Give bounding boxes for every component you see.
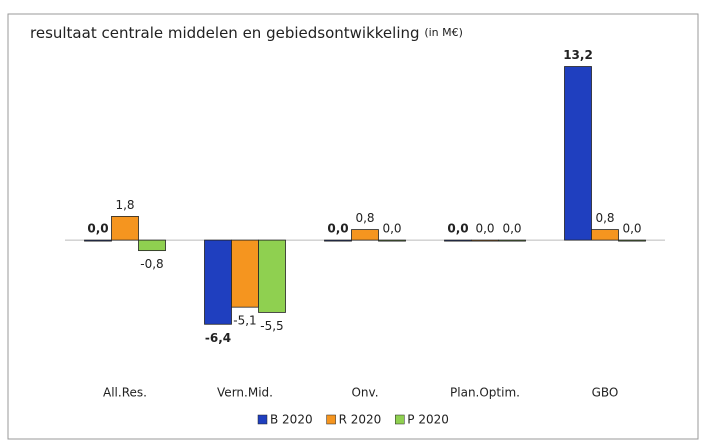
- bar: [84, 239, 112, 242]
- value-label: -0,8: [140, 257, 163, 271]
- value-label: 1,8: [115, 198, 134, 212]
- value-label: 0,0: [382, 222, 401, 236]
- bar: [444, 239, 472, 242]
- legend-swatch: [395, 414, 405, 425]
- value-label: -5,1: [233, 314, 256, 328]
- legend-label: R 2020: [339, 413, 382, 427]
- bar: [351, 229, 379, 241]
- value-label: 0,0: [502, 222, 521, 236]
- x-tick-label: Vern.Mid.: [217, 386, 273, 400]
- chart-subtitle: (in M€): [424, 26, 463, 39]
- chart-title-main: resultaat centrale middelen en gebiedson…: [30, 24, 420, 42]
- legend-swatch: [257, 414, 268, 425]
- x-tick-label: All.Res.: [103, 386, 147, 400]
- bar: [111, 216, 139, 241]
- bar: [591, 229, 619, 241]
- value-label: 0,0: [475, 222, 494, 236]
- value-label: 0,0: [622, 222, 641, 236]
- bar: [471, 239, 499, 242]
- bar: [378, 239, 406, 242]
- value-label: 0,0: [447, 222, 468, 236]
- value-label: 0,0: [327, 222, 348, 236]
- bar: [258, 239, 286, 313]
- bar: [138, 239, 166, 252]
- value-label: 0,0: [87, 222, 108, 236]
- bar: [618, 239, 646, 242]
- bar: [564, 66, 592, 241]
- bar: [204, 239, 232, 325]
- legend-swatch: [326, 414, 336, 425]
- value-label: -6,4: [205, 331, 231, 345]
- legend-label: B 2020: [270, 413, 313, 427]
- bar: [498, 239, 526, 242]
- value-label: -5,5: [260, 319, 283, 333]
- chart-title: resultaat centrale middelen en gebiedson…: [30, 24, 463, 42]
- bar: [324, 239, 352, 242]
- legend-label: P 2020: [407, 413, 449, 427]
- x-tick-label: Plan.Optim.: [450, 386, 520, 400]
- x-tick-label: GBO: [592, 386, 619, 400]
- value-label: 13,2: [563, 48, 593, 62]
- value-label: 0,8: [595, 211, 614, 225]
- value-label: 0,8: [355, 211, 374, 225]
- x-tick-label: Onv.: [351, 386, 378, 400]
- bar: [231, 239, 259, 308]
- legend: B 2020 R 2020 P 2020: [257, 413, 449, 427]
